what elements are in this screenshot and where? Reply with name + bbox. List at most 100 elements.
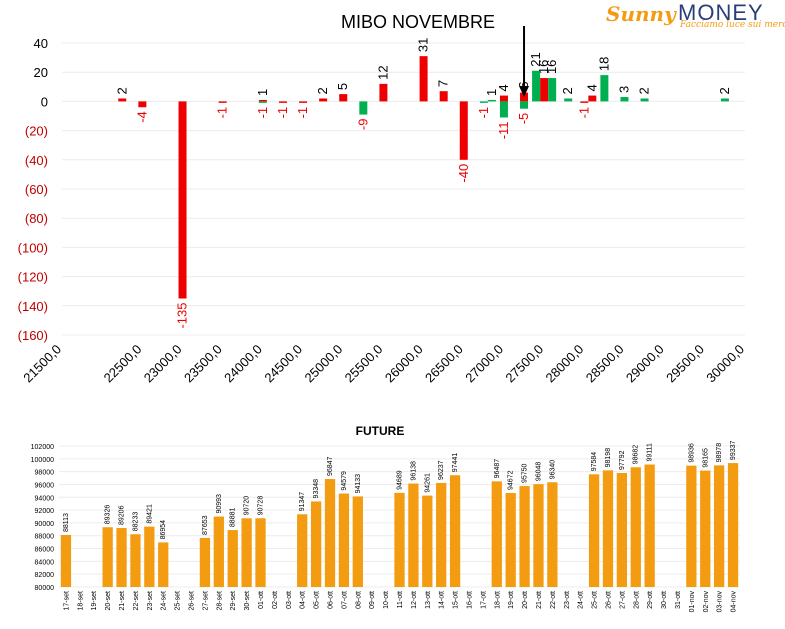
future-data-label: 86954 <box>160 520 167 540</box>
future-data-label: 88881 <box>230 508 237 528</box>
future-x-tick-label: 18-ott <box>494 591 501 609</box>
future-data-label: 97584 <box>591 452 598 472</box>
future-x-tick-label: 26-ott <box>605 591 612 609</box>
mibo-bar <box>419 56 428 102</box>
mibo-bar <box>520 101 529 109</box>
mibo-x-tick-label: 23000,0 <box>141 342 185 386</box>
mibo-x-tick-label: 28500,0 <box>583 342 627 386</box>
future-bar <box>588 474 600 587</box>
mibo-data-label: 2 <box>717 87 732 94</box>
future-data-label: 94133 <box>355 474 362 494</box>
future-bar <box>602 470 614 587</box>
future-x-tick-label: 16-ott <box>466 591 473 609</box>
future-x-tick-label: 03-ott <box>286 591 293 609</box>
mibo-bar <box>640 98 649 102</box>
future-x-tick-label: 17-set <box>63 591 70 611</box>
mibo-chart: MIBO NOVEMBRE 40 20 0 (20) (40) (60) (80) (100)… <box>18 12 747 385</box>
mibo-x-tick-label: 21500,0 <box>20 342 64 386</box>
future-x-tick-label: 28-set <box>216 591 223 611</box>
future-bar <box>199 537 211 587</box>
mibo-x-tick-label: 23500,0 <box>181 342 225 386</box>
mibo-data-label: 16 <box>544 60 559 74</box>
mibo-bar <box>439 91 448 102</box>
mibo-y-tick-label: 40 <box>34 36 48 51</box>
future-x-tick-label: 11-ott <box>397 591 404 608</box>
future-x-tick-label: 19-ott <box>508 591 515 609</box>
future-x-tick-label: 25-set <box>175 591 182 611</box>
mibo-bar <box>580 101 589 103</box>
mibo-data-label: 7 <box>436 80 451 87</box>
future-data-label: 89326 <box>105 505 112 525</box>
mibo-bar <box>487 99 496 102</box>
mibo-bar <box>588 95 597 102</box>
future-x-tick-label: 01-ott <box>258 591 265 609</box>
spot-arrow-head <box>519 86 530 97</box>
future-data-label: 96847 <box>327 456 334 476</box>
future-bar <box>436 482 447 587</box>
future-data-label: 99111 <box>647 443 654 462</box>
mibo-data-label: 4 <box>584 84 599 91</box>
mibo-bar <box>258 99 267 102</box>
future-bar <box>158 542 169 587</box>
future-x-tick-label: 09-ott <box>369 591 376 609</box>
future-x-tick-label: 14-ott <box>439 591 446 609</box>
mibo-bar <box>319 98 328 102</box>
future-bar <box>338 493 350 587</box>
mibo-data-label: -1 <box>576 107 591 119</box>
mibo-bar <box>499 95 508 102</box>
future-data-label: 91347 <box>299 492 306 512</box>
mibo-bar <box>258 101 267 103</box>
future-x-tick-label: 02-ott <box>272 591 279 609</box>
future-data-label: 98978 <box>716 443 723 463</box>
mibo-data-label: -9 <box>355 119 370 131</box>
mibo-data-label: -135 <box>175 303 190 329</box>
future-x-tick-label: 10-ott <box>383 591 390 609</box>
mibo-data-label: -1 <box>215 107 230 119</box>
future-x-tick-label: 15-ott <box>453 591 460 609</box>
future-data-label: 93348 <box>313 479 320 499</box>
future-bar <box>227 530 238 587</box>
future-bar <box>130 534 141 587</box>
future-bar <box>491 481 502 587</box>
mibo-data-label: 21 <box>528 52 543 66</box>
future-x-tick-label: 24-set <box>161 591 168 611</box>
future-bar <box>241 518 252 587</box>
future-y-tick-label: 82000 <box>35 572 55 579</box>
future-x-tick-label: 06-ott <box>328 591 335 609</box>
future-chart-title: FUTURE <box>356 424 405 438</box>
mibo-data-label: 2 <box>637 87 652 94</box>
future-x-tick-label: 01-nov <box>689 591 696 613</box>
future-data-label: 89206 <box>119 505 126 525</box>
future-x-tick-label: 26-set <box>189 591 196 611</box>
future-bar <box>144 526 155 587</box>
future-data-label: 98682 <box>633 445 640 465</box>
future-data-label: 90728 <box>258 496 265 516</box>
future-bar <box>700 470 711 587</box>
mibo-bar <box>564 98 573 102</box>
logo-brand-sunny: Sunny <box>606 2 676 26</box>
future-data-label: 98198 <box>605 448 612 468</box>
future-bar <box>714 465 725 587</box>
mibo-x-tick-label: 28000,0 <box>543 342 587 386</box>
future-bar <box>449 475 461 587</box>
mibo-x-tick-label: 26500,0 <box>422 342 466 386</box>
mibo-x-tick-label: 25500,0 <box>342 342 386 386</box>
future-bar <box>60 535 72 587</box>
future-data-label: 96340 <box>549 460 556 480</box>
mibo-y-tick-label: (40) <box>25 153 48 168</box>
future-y-tick-label: 88000 <box>35 534 55 541</box>
mibo-data-label: 2 <box>114 87 129 94</box>
future-bar <box>686 465 697 587</box>
future-y-tick-label: 98000 <box>35 470 55 477</box>
future-bar <box>519 486 530 587</box>
mibo-bar <box>178 101 187 299</box>
future-bar <box>297 514 308 587</box>
future-x-tick-label: 30-ott <box>661 591 668 609</box>
future-x-tick-label: 29-set <box>230 591 237 611</box>
future-bar <box>324 479 336 587</box>
mibo-x-tick-label: 24500,0 <box>261 342 305 386</box>
mibo-bar <box>299 101 308 103</box>
future-y-tick-label: 100000 <box>31 457 54 464</box>
future-x-tick-label: 29-ott <box>647 591 654 609</box>
logo-brand-money: MONEY <box>678 0 764 25</box>
